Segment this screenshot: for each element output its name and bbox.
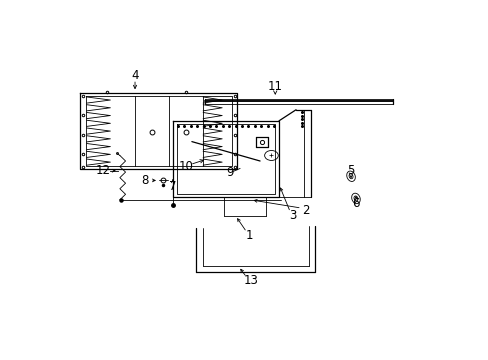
Text: 2: 2 [301, 204, 309, 217]
Text: 1: 1 [245, 229, 253, 242]
Text: 11: 11 [267, 81, 282, 94]
Text: 13: 13 [243, 274, 258, 287]
Text: 8: 8 [142, 174, 149, 187]
Text: 3: 3 [289, 208, 296, 221]
Text: 12: 12 [95, 164, 110, 177]
Text: 9: 9 [225, 166, 233, 179]
Text: 4: 4 [131, 69, 139, 82]
Text: 6: 6 [351, 197, 359, 210]
Text: 7: 7 [169, 180, 176, 193]
Text: 5: 5 [346, 164, 354, 177]
Text: 10: 10 [179, 160, 193, 173]
